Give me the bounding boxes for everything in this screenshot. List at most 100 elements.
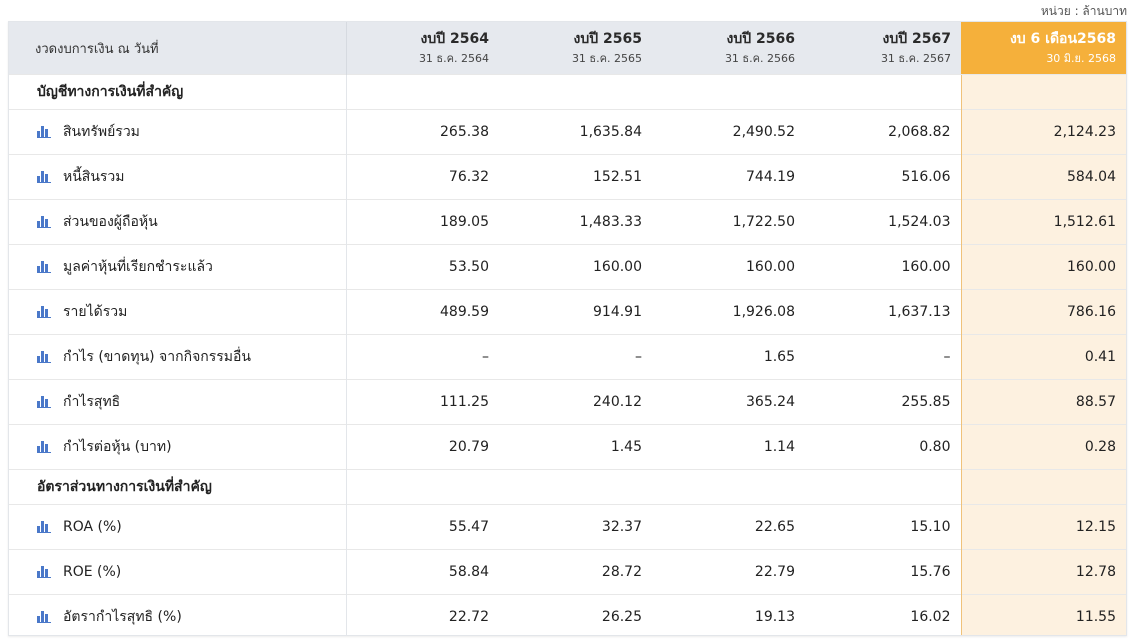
header-year: งบปี 2564 (420, 30, 489, 47)
bar-chart-icon[interactable] (37, 440, 51, 453)
bar-chart-icon[interactable] (37, 260, 51, 273)
section-empty-cell (346, 74, 499, 110)
header-col-2566: งบปี 2566 31 ธ.ค. 2566 (652, 22, 805, 75)
bar-chart-icon[interactable] (37, 520, 51, 533)
value-cell: – (346, 334, 499, 380)
value-cell: 19.13 (652, 594, 805, 635)
value-cell: 160.00 (805, 244, 961, 290)
row-label-cell: รายได้รวม (9, 289, 347, 335)
header-col-2565: งบปี 2565 31 ธ.ค. 2565 (499, 22, 652, 75)
section-empty-cell (960, 74, 1126, 110)
value-cell: 1.45 (499, 424, 652, 470)
row-label-cell: หนี้สินรวม (9, 154, 347, 200)
value-cell: 32.37 (499, 504, 652, 550)
table-row: อัตรากำไรสุทธิ (%) 22.72 26.25 19.13 16.02 11… (9, 594, 1126, 635)
value-cell: 489.59 (346, 289, 499, 335)
financial-table: งวดงบการเงิน ณ วันที่ งบปี 2564 31 ธ.ค. … (9, 22, 1126, 635)
row-label-cell: กำไรต่อหุ้น (บาท) (9, 424, 347, 470)
value-cell: 0.28 (960, 424, 1126, 470)
financial-table-container: งวดงบการเงิน ณ วันที่ งบปี 2564 31 ธ.ค. … (8, 21, 1127, 636)
value-cell: 365.24 (652, 379, 805, 425)
row-label-cell: สินทรัพย์รวม (9, 109, 347, 155)
row-label-cell: กำไรสุทธิ (9, 379, 347, 425)
header-year: งบปี 2566 (726, 30, 795, 47)
row-label: กำไรต่อหุ้น (บาท) (63, 439, 172, 455)
value-cell: 58.84 (346, 549, 499, 595)
value-cell: 15.10 (805, 504, 961, 550)
value-cell: 1,483.33 (499, 199, 652, 245)
row-label: ส่วนของผู้ถือหุ้น (63, 214, 158, 230)
value-cell: 55.47 (346, 504, 499, 550)
bar-chart-icon[interactable] (37, 395, 51, 408)
value-cell: 16.02 (805, 594, 961, 635)
value-cell: 11.55 (960, 594, 1126, 635)
table-header-row: งวดงบการเงิน ณ วันที่ งบปี 2564 31 ธ.ค. … (9, 22, 1126, 75)
value-cell: 20.79 (346, 424, 499, 470)
header-date: 31 ธ.ค. 2564 (418, 51, 489, 65)
bar-chart-icon[interactable] (37, 125, 51, 138)
value-cell: 1,512.61 (960, 199, 1126, 245)
value-cell: 2,490.52 (652, 109, 805, 155)
value-cell: 914.91 (499, 289, 652, 335)
value-cell: 0.80 (805, 424, 961, 470)
value-cell: 12.15 (960, 504, 1126, 550)
table-row: กำไรต่อหุ้น (บาท) 20.79 1.45 1.14 0.80 0.28 (9, 424, 1126, 470)
header-date: 31 ธ.ค. 2567 (880, 51, 951, 65)
value-cell: 53.50 (346, 244, 499, 290)
row-label-cell: อัตรากำไรสุทธิ (%) (9, 594, 347, 635)
value-cell: 2,068.82 (805, 109, 961, 155)
bar-chart-icon[interactable] (37, 610, 51, 623)
row-label-cell: มูลค่าหุ้นที่เรียกชำระแล้ว (9, 244, 347, 290)
row-label-cell: ส่วนของผู้ถือหุ้น (9, 199, 347, 245)
row-label-cell: กำไร (ขาดทุน) จากกิจกรรมอื่น (9, 334, 347, 380)
table-row: หนี้สินรวม 76.32 152.51 744.19 516.06 584.04 (9, 154, 1126, 200)
value-cell: – (499, 334, 652, 380)
value-cell: 1.14 (652, 424, 805, 470)
value-cell: 265.38 (346, 109, 499, 155)
bar-chart-icon[interactable] (37, 565, 51, 578)
header-date: 30 มิ.ย. 2568 (1046, 51, 1116, 65)
value-cell: 12.78 (960, 549, 1126, 595)
header-col-6m-2568: งบ 6 เดือน2568 30 มิ.ย. 2568 (961, 22, 1126, 75)
bar-chart-icon[interactable] (37, 215, 51, 228)
header-date: 31 ธ.ค. 2565 (571, 51, 642, 65)
bar-chart-icon[interactable] (37, 305, 51, 318)
header-year: งบปี 2565 (573, 30, 642, 47)
value-cell: 240.12 (499, 379, 652, 425)
section-title: อัตราส่วนทางการเงินที่สำคัญ (9, 469, 347, 505)
table-row: มูลค่าหุ้นที่เรียกชำระแล้ว 53.50 160.00 160… (9, 244, 1126, 290)
row-label: กำไร (ขาดทุน) จากกิจกรรมอื่น (63, 349, 251, 365)
section-empty-cell (652, 469, 805, 505)
value-cell: 1,524.03 (805, 199, 961, 245)
section-header-row: อัตราส่วนทางการเงินที่สำคัญ (9, 469, 1126, 505)
value-cell: 255.85 (805, 379, 961, 425)
row-label: รายได้รวม (63, 304, 128, 320)
value-cell: 160.00 (499, 244, 652, 290)
row-label: สินทรัพย์รวม (63, 124, 140, 140)
value-cell: 189.05 (346, 199, 499, 245)
value-cell: 786.16 (960, 289, 1126, 335)
section-header-row: บัญชีทางการเงินที่สำคัญ (9, 74, 1126, 110)
section-empty-cell (805, 469, 961, 505)
value-cell: 152.51 (499, 154, 652, 200)
value-cell: 111.25 (346, 379, 499, 425)
value-cell: 22.65 (652, 504, 805, 550)
bar-chart-icon[interactable] (37, 170, 51, 183)
row-label: ROE (%) (63, 564, 122, 580)
value-cell: 22.79 (652, 549, 805, 595)
section-empty-cell (499, 469, 652, 505)
section-title: บัญชีทางการเงินที่สำคัญ (9, 74, 347, 110)
value-cell: – (805, 334, 961, 380)
value-cell: 22.72 (346, 594, 499, 635)
bar-chart-icon[interactable] (37, 350, 51, 363)
value-cell: 744.19 (652, 154, 805, 200)
header-col-2564: งบปี 2564 31 ธ.ค. 2564 (346, 22, 499, 75)
table-row: กำไร (ขาดทุน) จากกิจกรรมอื่น – –1.65–0.41 (9, 334, 1126, 380)
header-year: งบ 6 เดือน2568 (1009, 30, 1116, 47)
value-cell: 1,722.50 (652, 199, 805, 245)
value-cell: 1.65 (652, 334, 805, 380)
table-row: ROE (%) 58.84 28.72 22.79 15.76 12.78 (9, 549, 1126, 595)
value-cell: 15.76 (805, 549, 961, 595)
value-cell: 26.25 (499, 594, 652, 635)
row-label: มูลค่าหุ้นที่เรียกชำระแล้ว (63, 259, 213, 275)
